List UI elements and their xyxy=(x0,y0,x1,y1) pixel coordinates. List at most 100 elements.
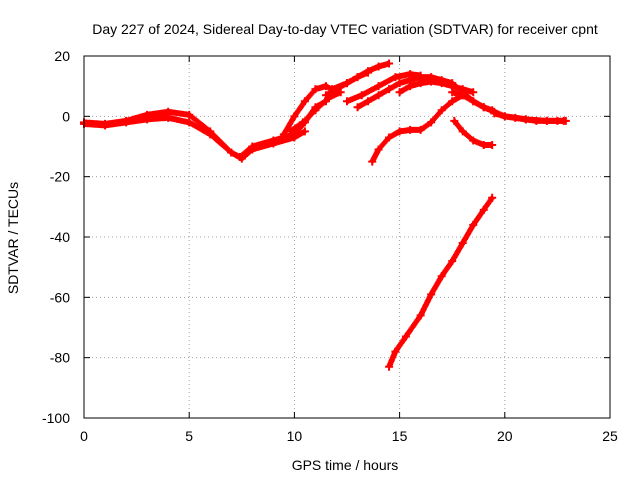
data-point xyxy=(279,130,288,139)
data-point xyxy=(450,116,459,125)
data-point xyxy=(364,68,373,77)
data-point xyxy=(357,91,366,100)
data-point xyxy=(364,97,373,106)
data-point xyxy=(298,118,307,127)
data-point xyxy=(321,82,330,91)
x-tick-label: 25 xyxy=(602,428,618,444)
data-point xyxy=(416,125,425,134)
data-point xyxy=(385,133,394,142)
y-tick-label: -20 xyxy=(50,169,70,185)
data-point xyxy=(300,127,309,136)
series-track-drop xyxy=(450,116,497,149)
data-point xyxy=(321,91,330,100)
data-point xyxy=(227,148,236,157)
data-point xyxy=(395,127,404,136)
series-track-tail xyxy=(490,109,570,125)
data-point xyxy=(448,257,457,266)
data-point xyxy=(437,272,446,281)
data-point xyxy=(521,115,530,124)
data-point xyxy=(385,362,394,371)
data-point xyxy=(427,290,436,299)
data-point xyxy=(416,311,425,320)
series-track-mid-2 xyxy=(328,68,373,94)
series-track-rise-1 xyxy=(279,82,341,139)
data-points xyxy=(80,59,570,371)
data-point xyxy=(427,77,436,86)
data-point xyxy=(448,97,457,106)
data-point xyxy=(385,85,394,94)
data-point xyxy=(469,136,478,145)
data-point xyxy=(185,118,194,127)
y-tick-label: -80 xyxy=(50,350,70,366)
x-tick-label: 10 xyxy=(287,428,303,444)
data-point xyxy=(374,62,383,71)
data-point xyxy=(488,140,497,149)
data-point xyxy=(248,145,257,154)
data-point xyxy=(479,205,488,214)
x-tick-label: 0 xyxy=(80,428,88,444)
data-point xyxy=(269,139,278,148)
data-point xyxy=(437,106,446,115)
data-point xyxy=(416,79,425,88)
series-track-deep xyxy=(385,193,497,371)
data-point xyxy=(300,97,309,106)
data-point xyxy=(532,116,541,125)
y-tick-label: -60 xyxy=(50,289,70,305)
data-point xyxy=(353,73,362,82)
data-point xyxy=(500,112,509,121)
data-point xyxy=(488,193,497,202)
data-point xyxy=(406,125,415,134)
series-track-mid-4 xyxy=(353,76,415,112)
y-tick-label: 20 xyxy=(54,48,70,64)
series-markers xyxy=(386,194,496,370)
data-point xyxy=(206,130,215,139)
data-point xyxy=(343,97,351,106)
data-point xyxy=(458,91,467,100)
y-tick-label: -40 xyxy=(50,229,70,245)
data-point xyxy=(122,118,131,127)
data-point xyxy=(368,157,377,166)
x-tick-label: 20 xyxy=(497,428,513,444)
data-point xyxy=(395,79,404,88)
x-tick-label: 5 xyxy=(185,428,193,444)
data-point xyxy=(469,220,478,229)
data-point xyxy=(101,121,110,130)
data-point xyxy=(343,79,351,88)
data-point xyxy=(374,145,383,154)
data-point xyxy=(511,113,520,122)
data-point xyxy=(353,103,362,112)
data-point xyxy=(290,133,299,142)
data-point xyxy=(290,112,299,121)
data-point xyxy=(542,116,551,125)
data-point xyxy=(237,154,246,163)
data-point xyxy=(374,82,383,91)
series-track-early-b xyxy=(80,113,309,163)
data-point xyxy=(328,85,337,94)
data-point xyxy=(427,118,436,127)
data-point xyxy=(458,239,467,248)
data-point xyxy=(311,106,320,115)
data-point xyxy=(374,91,383,100)
data-point xyxy=(185,110,194,119)
data-point xyxy=(469,88,478,97)
data-point xyxy=(143,115,152,124)
data-point xyxy=(391,73,400,82)
x-axis-label: GPS time / hours xyxy=(292,457,399,473)
y-tick-label: 0 xyxy=(62,108,70,124)
axis-ticks: 0 5 10 15 20 25 20 0 -20 -40 -60 -80 -100 xyxy=(42,48,618,444)
data-point xyxy=(490,109,499,118)
y-tick-label: -100 xyxy=(42,410,70,426)
data-point xyxy=(479,103,488,112)
data-point xyxy=(553,116,562,125)
data-point xyxy=(391,347,400,356)
data-point xyxy=(458,127,467,136)
x-tick-label: 15 xyxy=(392,428,408,444)
data-point xyxy=(164,113,173,122)
data-point xyxy=(561,116,570,125)
data-point xyxy=(286,127,295,136)
data-point xyxy=(448,88,457,97)
data-point xyxy=(311,85,320,94)
data-point xyxy=(437,79,446,88)
data-point xyxy=(479,140,488,149)
